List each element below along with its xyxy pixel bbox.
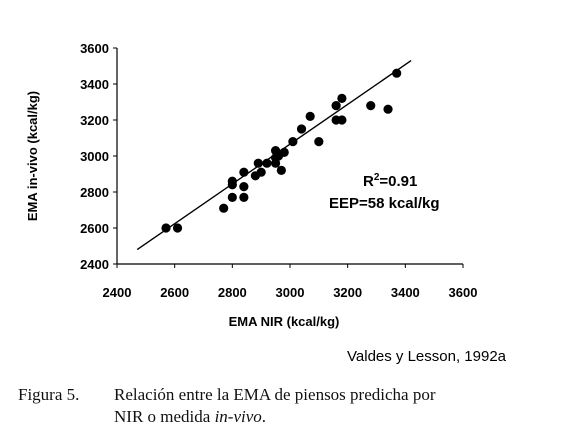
data-point [239,182,249,192]
data-point [227,192,237,202]
x-tick-label: 2800 [218,285,247,300]
data-point [262,158,272,168]
data-point [270,146,281,156]
y-tick-label: 3600 [80,41,109,56]
scatter-chart: 2400 2600 2800 3000 3200 3400 3600 2400 2600 2800… [25,41,477,329]
data-point [392,68,402,78]
y-axis-label: EMA in-vivo (kcal/kg) [25,91,40,221]
tick-labels: 2400 2600 2800 3000 3200 3400 3600 2400 2600 2800… [80,41,477,300]
data-points [161,68,402,233]
source-citation: Valdes y Lesson, 1992a [347,348,507,365]
data-point [337,115,347,125]
data-point [305,111,315,121]
y-tick-label: 2800 [80,185,109,200]
data-point [331,101,341,111]
x-tick-label: 3200 [333,285,362,300]
figure-number: Figura 5. [18,385,80,404]
data-point [239,192,249,202]
x-tick-label: 3000 [276,285,305,300]
data-point [161,223,171,233]
r-squared-annotation: R2=0.91 [363,172,417,190]
x-tick-label: 2400 [103,285,132,300]
x-axis-label: EMA NIR (kcal/kg) [229,314,340,329]
caption-line-2: NIR o medida in-vivo. [114,407,267,426]
data-point [337,93,347,103]
data-point [296,124,307,134]
data-point [279,147,289,157]
eep-annotation: EEP=58 kcal/kg [329,195,440,212]
data-point [256,167,266,177]
x-tick-label: 3600 [449,285,478,300]
data-point [227,176,237,186]
y-tick-label: 3200 [80,113,109,128]
chart-axes [113,47,464,268]
y-tick-label: 2400 [80,257,109,272]
data-point [288,137,298,147]
data-point [253,158,263,168]
data-point [383,104,393,114]
data-point [276,165,286,175]
data-point [366,101,376,111]
data-point [172,223,183,233]
y-tick-label: 2600 [80,221,109,236]
x-tick-label: 3400 [391,285,420,300]
x-tick-label: 2600 [160,285,189,300]
caption-line-1: Relación entre la EMA de piensos predich… [114,385,436,404]
y-tick-label: 3000 [80,149,109,164]
figure-caption: Figura 5. Relación entre la EMA de pienso… [18,384,558,428]
data-point [314,137,324,147]
data-point [239,167,249,177]
data-point [219,203,229,213]
y-tick-label: 3400 [80,77,109,92]
